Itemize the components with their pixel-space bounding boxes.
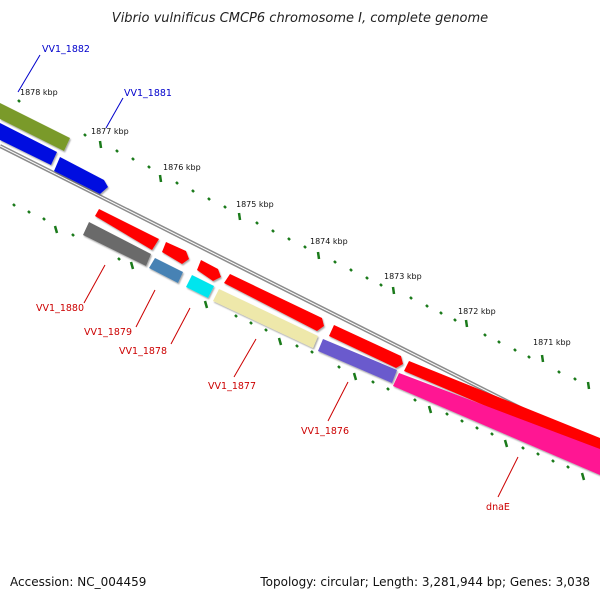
gene-vv1-1881-left[interactable] (0, 123, 57, 165)
gene-vv1-1877[interactable] (213, 289, 318, 348)
scale-labels: 1878 kbp 1877 kbp 1876 kbp 1875 kbp 1874… (20, 88, 571, 347)
gene-vv1-1880[interactable] (83, 222, 151, 266)
gene-label-vv1-1876[interactable]: VV1_1876 (301, 426, 349, 437)
outer-scale-ticks (17, 99, 591, 390)
scale-label: 1877 kbp (91, 127, 129, 136)
scale-label: 1876 kbp (163, 163, 201, 172)
gene-vv1-1881[interactable] (54, 157, 108, 194)
reverse-gene-labels: VV1_1880 VV1_1879 VV1_1878 VV1_1877 VV1_… (36, 264, 519, 513)
gene-label-vv1-1877[interactable]: VV1_1877 (208, 381, 256, 392)
orf-arrow[interactable] (224, 274, 324, 331)
gene-label-vv1-1878[interactable]: VV1_1878 (119, 346, 167, 357)
scale-label: 1871 kbp (533, 338, 571, 347)
gene-vv1-1878[interactable] (186, 275, 214, 298)
gene-vv1-1882[interactable] (0, 103, 70, 151)
forward-gene-labels: VV1_1882 VV1_1881 (17, 44, 172, 129)
map-title: Vibrio vulnificus CMCP6 chromosome I, co… (112, 11, 488, 26)
forward-genes (0, 103, 108, 194)
gene-label-vv1-1882[interactable]: VV1_1882 (42, 44, 90, 55)
inner-scale-ticks (12, 203, 586, 481)
gene-vv1-1879[interactable] (149, 258, 183, 283)
orf-arrow[interactable] (197, 260, 221, 281)
orf-arrow[interactable] (162, 242, 189, 264)
scale-label: 1874 kbp (310, 237, 348, 246)
scale-label: 1878 kbp (20, 88, 58, 97)
accession-text: Accession: NC_004459 (10, 575, 146, 589)
gene-label-vv1-1881[interactable]: VV1_1881 (124, 88, 172, 99)
reverse-genes (83, 222, 600, 475)
gene-label-dnae[interactable]: dnaE (486, 502, 510, 513)
gene-label-vv1-1880[interactable]: VV1_1880 (36, 303, 84, 314)
scale-label: 1875 kbp (236, 200, 274, 209)
orf-arrow[interactable] (329, 325, 403, 368)
scale-label: 1872 kbp (458, 307, 496, 316)
topology-text: Topology: circular; Length: 3,281,944 bp… (259, 575, 590, 589)
backbone (0, 144, 600, 450)
gene-vv1-1876[interactable] (318, 339, 397, 383)
gene-dnae[interactable] (393, 373, 600, 475)
scale-label: 1873 kbp (384, 272, 422, 281)
orf-arrow[interactable] (95, 209, 159, 250)
gene-label-vv1-1879[interactable]: VV1_1879 (84, 327, 132, 338)
